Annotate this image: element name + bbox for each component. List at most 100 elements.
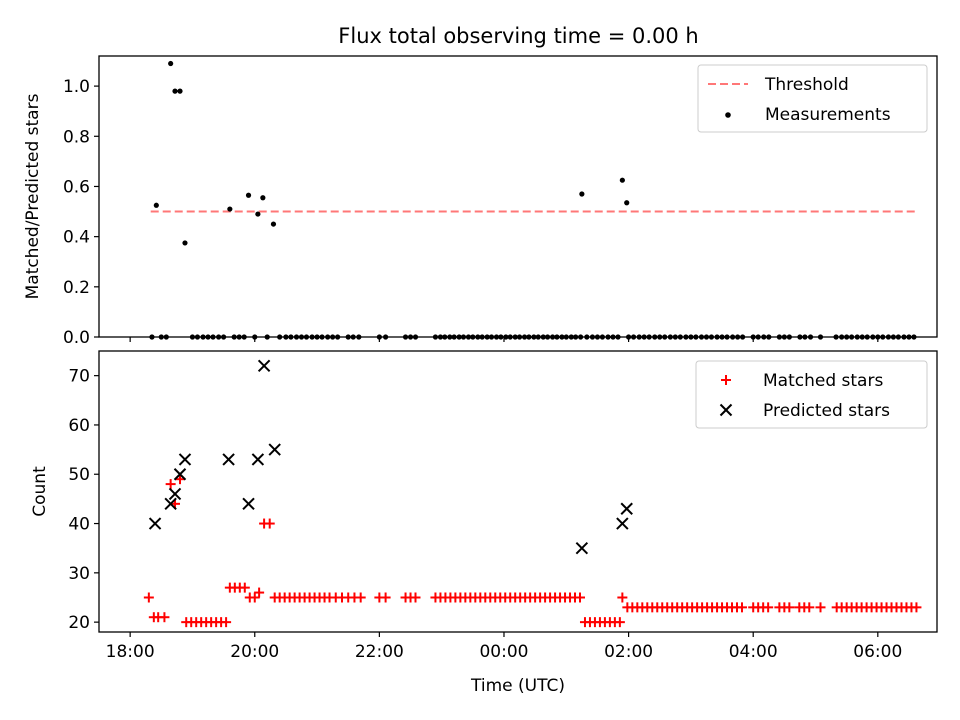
top-axes-frame (98, 55, 938, 338)
bottom-x-tick-label: 06:00 (853, 642, 902, 662)
predicted-star-point-b (251, 453, 265, 466)
matched-star-point (143, 592, 154, 603)
predicted-star-point-b (257, 359, 271, 372)
predicted-stars-legend-marker (719, 403, 733, 417)
predicted-stars-legend-swatch (719, 403, 733, 417)
bottom-x-tick-label: 04:00 (729, 642, 778, 662)
measurement-point (168, 60, 174, 67)
predicted-star-point (575, 541, 589, 555)
matched-star-point (174, 474, 185, 485)
measurement-point (153, 202, 159, 208)
bottom-plot-area (143, 359, 922, 628)
matched-star-point (264, 518, 275, 529)
matched-star-point (410, 592, 421, 603)
measurement-point (260, 195, 266, 201)
predicted-star-point-b (620, 502, 633, 515)
bottom-legend-box (695, 360, 928, 429)
top-y-tick-label: 0.2 (63, 278, 90, 298)
predicted-star-point (251, 453, 265, 466)
bottom-legend: Matched stars Predicted stars (695, 360, 928, 429)
bottom-y-tick-label: 40 (68, 515, 90, 535)
threshold-legend-label: Threshold (764, 75, 849, 95)
predicted-star-point-b (575, 541, 589, 555)
measurement-point (619, 177, 625, 183)
predicted-star-point-b (178, 453, 192, 466)
matched-star-point (815, 602, 826, 613)
predicted-star-point (173, 468, 187, 481)
bottom-x-tick-label: 00:00 (479, 642, 528, 662)
matched-star-point (574, 592, 585, 603)
bottom-x-tick-label: 02:00 (604, 642, 653, 662)
measurement-point (624, 200, 630, 206)
top-y-tick-label: 0.0 (63, 328, 90, 348)
top-legend-box (697, 64, 928, 133)
predicted-star-point-b (616, 517, 629, 530)
predicted-star-point (222, 453, 235, 466)
predicted-star-point-b (173, 468, 187, 481)
bottom-y-ticks: 20 30 40 50 60 70 (68, 367, 99, 633)
matched-stars-legend-label: Matched stars (763, 371, 883, 391)
top-legend: Threshold Measurements (697, 64, 928, 133)
measurement-point (172, 88, 178, 94)
predicted-star-point-b (242, 497, 255, 511)
predicted-stars-legend-label: Predicted stars (763, 401, 890, 421)
bottom-y-tick-label: 20 (68, 613, 90, 633)
top-y-tick-label: 1.0 (63, 77, 90, 97)
matched-star-point (249, 592, 260, 603)
matched-stars-legend-marker (721, 375, 731, 385)
predicted-stars-legend-marker-b (719, 403, 733, 417)
matched-star-point (911, 602, 922, 613)
predicted-star-point (242, 497, 255, 511)
measurements-legend-swatch (725, 112, 731, 118)
measurement-point (579, 191, 585, 197)
predicted-star-point-b (222, 453, 235, 466)
matched-star-point (784, 602, 795, 613)
top-y-ticks: 0.0 0.2 0.4 0.6 0.8 1.0 (63, 77, 99, 348)
matched-star-point (763, 602, 774, 613)
bottom-axes-frame (98, 350, 938, 633)
bottom-x-tick-label: 22:00 (355, 642, 404, 662)
matched-star-point (254, 587, 265, 598)
predicted-star-point (257, 359, 271, 372)
matched-star-point (804, 602, 815, 613)
predicted-star-point (268, 443, 281, 456)
bottom-x-ticks: 18:00 20:00 22:00 00:00 02:00 04:00 06:00 (106, 632, 902, 662)
bottom-y-axis-label: Count (30, 466, 50, 517)
top-y-tick-label: 0.4 (63, 228, 90, 248)
predicted-star-point (164, 497, 177, 511)
bottom-panel: Count Time (UTC) 20 30 40 50 60 70 18:00 20:00… (30, 350, 938, 696)
matched-star-point (614, 617, 625, 628)
matched-star-point (380, 592, 391, 603)
measurement-point (270, 221, 277, 227)
predicted-star-point (616, 517, 629, 530)
predicted-star-point (148, 517, 162, 530)
predicted-star-point-b (168, 487, 182, 501)
matched-star-point (736, 602, 747, 613)
bottom-y-tick-label: 70 (68, 367, 90, 387)
measurements-legend-label: Measurements (765, 105, 891, 125)
measurement-point (255, 211, 261, 217)
bottom-x-tick-label: 18:00 (106, 642, 155, 662)
bottom-y-tick-label: 60 (68, 416, 90, 436)
matched-star-point (239, 582, 250, 593)
chart-title: Flux total observing time = 0.00 h (338, 24, 698, 48)
matched-star-point (159, 612, 170, 623)
predicted-star-point (178, 453, 192, 466)
bottom-y-tick-label: 50 (68, 465, 90, 485)
matched-star-point (355, 592, 366, 603)
predicted-star-point-b (164, 497, 177, 511)
measurement-point (227, 206, 233, 212)
matched-star-point (617, 592, 628, 603)
bottom-x-tick-label: 20:00 (230, 642, 279, 662)
top-y-tick-label: 0.6 (63, 177, 90, 197)
measurement-point (177, 88, 183, 94)
predicted-star-point (620, 502, 633, 515)
matched-stars-legend-swatch (721, 375, 731, 385)
bottom-y-tick-label: 30 (68, 564, 90, 584)
measurement-point (182, 240, 188, 246)
top-y-axis-label: Matched/Predicted stars (23, 93, 43, 299)
matched-star-point (165, 479, 176, 490)
predicted-star-point-b (268, 443, 281, 456)
predicted-star-point (168, 487, 182, 501)
